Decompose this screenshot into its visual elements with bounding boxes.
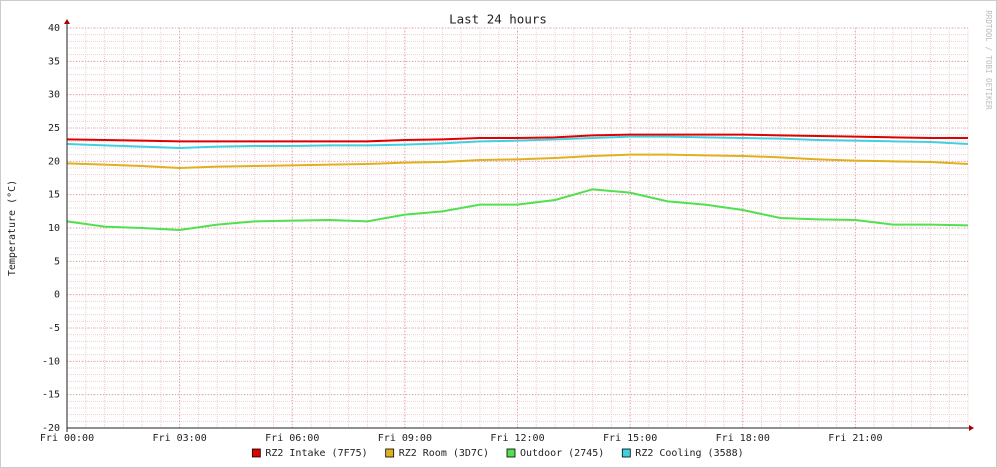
series-line (66, 133, 968, 143)
legend-label: RZ2 Intake (7F75) (265, 448, 367, 459)
y-tick-label: 15 (48, 190, 60, 201)
legend-label: RZ2 Room (3D7C) (399, 448, 489, 459)
series-line (66, 135, 969, 150)
watermark: RRDTOOL / TOBI OETIKER (984, 10, 993, 110)
series-line (66, 188, 969, 232)
y-tick-label: -5 (48, 323, 60, 334)
y-tick-label: -15 (42, 390, 60, 401)
legend-swatch (621, 448, 631, 458)
x-tick-label: Fri 00:00 (40, 433, 94, 444)
legend-swatch (251, 448, 261, 458)
y-axis-label: Temperature (°C) (7, 180, 18, 276)
y-tick-label: 5 (54, 256, 60, 267)
x-tick-label: Fri 09:00 (378, 433, 432, 444)
y-tick-label: 25 (48, 123, 60, 134)
x-arrow (969, 425, 974, 431)
x-tick-label: Fri 18:00 (716, 433, 770, 444)
legend-swatch (385, 448, 395, 458)
y-tick-label: 35 (48, 56, 60, 67)
legend: RZ2 Intake (7F75) RZ2 Room (3D7C) Outdoor … (251, 448, 744, 459)
y-tick-label: 10 (48, 223, 60, 234)
y-tick-label: 40 (48, 23, 60, 34)
x-tick-label: Fri 21:00 (828, 433, 882, 444)
legend-swatch (506, 448, 516, 458)
legend-label: Outdoor (2745) (520, 448, 604, 459)
y-tick-label: 20 (48, 156, 60, 167)
y-tick-label: 0 (54, 290, 60, 301)
chart-title: Last 24 hours (449, 12, 547, 27)
legend-label: RZ2 Cooling (3588) (635, 448, 743, 459)
x-tick-label: Fri 03:00 (153, 433, 207, 444)
y-arrow (64, 19, 70, 24)
plot (66, 133, 969, 232)
x-tick-label: Fri 06:00 (265, 433, 319, 444)
y-tick-label: 30 (48, 90, 60, 101)
x-tick-label: Fri 15:00 (603, 433, 657, 444)
series-line (66, 153, 969, 170)
x-tick-label: Fri 12:00 (490, 433, 544, 444)
y-tick-label: -10 (42, 356, 60, 367)
y-tick-label: -20 (42, 423, 60, 434)
